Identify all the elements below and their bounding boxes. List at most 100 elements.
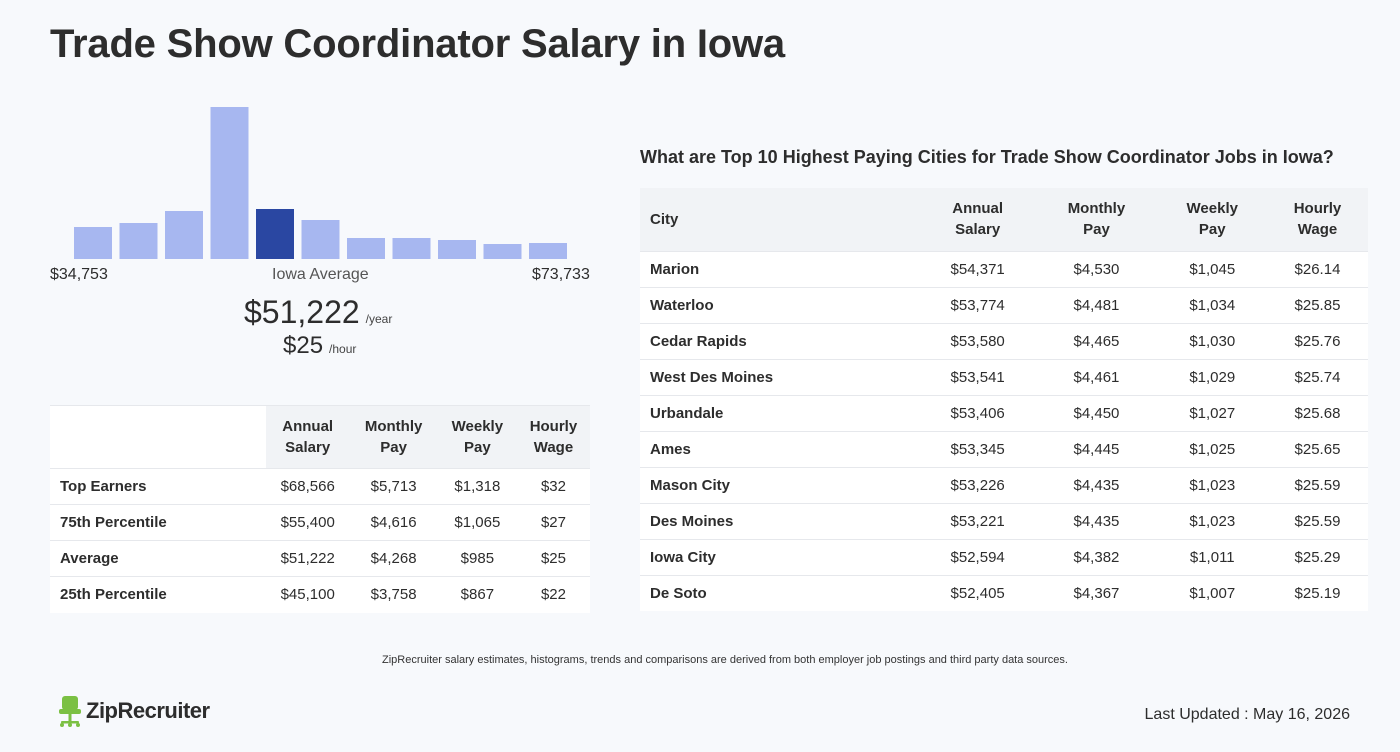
hourly-cell: $32: [540, 478, 566, 495]
histogram-bar: [438, 240, 476, 259]
page-title: Trade Show Coordinator Salary in Iowa: [50, 22, 785, 66]
weekly-cell: $1,065: [454, 514, 501, 531]
annual-cell: $53,221: [950, 512, 1005, 530]
annual-cell: $54,371: [950, 260, 1005, 278]
table-row: Marion $54,371 $4,530 $1,045 $26.14: [640, 251, 1368, 287]
hourly-cell: $25: [540, 550, 566, 567]
chair-icon: [59, 696, 81, 727]
monthly-cell: $4,461: [1073, 368, 1120, 386]
monthly-cell: $4,382: [1073, 548, 1120, 566]
cities-header-hourly: Hourly Wage: [1293, 200, 1342, 239]
cities-header-monthly: Monthly Pay: [1067, 200, 1126, 239]
table-row: 75th Percentile $55,400 $4,616 $1,065 $2…: [50, 504, 590, 541]
table-row: Des Moines $53,221 $4,435 $1,023 $25.59: [640, 503, 1368, 539]
cities-header-annual: Annual Salary: [952, 200, 1004, 239]
salary-histogram: [70, 100, 570, 260]
histogram-max-label: $73,733: [532, 266, 590, 283]
percentile-header-monthly: Monthly Pay: [349, 405, 438, 469]
annual-cell: $52,405: [950, 584, 1005, 602]
city-name: Marion: [650, 260, 700, 278]
city-name: Cedar Rapids: [650, 332, 747, 350]
average-yearly: $51,222/year: [244, 294, 392, 331]
hourly-cell: $26.14: [1294, 260, 1341, 278]
table-row: Ames $53,345 $4,445 $1,025 $25.65: [640, 431, 1368, 467]
city-name: Iowa City: [650, 548, 716, 566]
average-hourly-unit: /hour: [329, 342, 357, 356]
table-row: Cedar Rapids $53,580 $4,465 $1,030 $25.76: [640, 323, 1368, 359]
table-row: Top Earners $68,566 $5,713 $1,318 $32: [50, 468, 590, 505]
city-name: Ames: [650, 440, 691, 458]
annual-cell: $52,594: [950, 548, 1005, 566]
hourly-cell: $25.29: [1294, 548, 1341, 566]
annual-cell: $68,566: [280, 478, 335, 495]
monthly-cell: $4,450: [1073, 404, 1120, 422]
city-name: Des Moines: [650, 512, 734, 530]
annual-cell: $53,580: [950, 332, 1005, 350]
percentile-header-blank: [50, 405, 266, 469]
histogram-bar: [74, 227, 112, 259]
weekly-cell: $1,045: [1189, 260, 1236, 278]
cities-header-weekly: Weekly Pay: [1186, 200, 1238, 239]
annual-cell: $53,345: [950, 440, 1005, 458]
row-label: 75th Percentile: [60, 514, 167, 531]
histogram-bar: [392, 238, 431, 259]
histogram-bar: [210, 107, 249, 259]
hourly-cell: $22: [540, 586, 566, 604]
table-row: De Soto $52,405 $4,367 $1,007 $25.19: [640, 575, 1368, 611]
average-yearly-value: $51,222: [244, 294, 360, 330]
histogram-chart: [74, 107, 567, 259]
weekly-cell: $1,023: [1189, 476, 1236, 494]
hourly-cell: $25.65: [1294, 440, 1341, 458]
monthly-cell: $4,435: [1073, 512, 1120, 530]
histogram-bar: [165, 211, 203, 259]
row-label: 25th Percentile: [60, 586, 167, 604]
monthly-cell: $4,481: [1073, 296, 1120, 314]
weekly-cell: $1,007: [1189, 584, 1236, 602]
ziprecruiter-logo[interactable]: ZipRecruiter: [58, 694, 210, 728]
hourly-cell: $25.85: [1294, 296, 1341, 314]
weekly-cell: $985: [460, 550, 495, 567]
city-name: West Des Moines: [650, 368, 774, 386]
row-label: Top Earners: [60, 478, 147, 495]
weekly-cell: $867: [460, 586, 495, 604]
monthly-cell: $4,530: [1073, 260, 1120, 278]
monthly-cell: $4,367: [1073, 584, 1120, 602]
table-row: Mason City $53,226 $4,435 $1,023 $25.59: [640, 467, 1368, 503]
weekly-cell: $1,030: [1189, 332, 1236, 350]
histogram-bar: [483, 244, 522, 259]
weekly-cell: $1,318: [454, 478, 501, 495]
cities-table: City Annual Salary Monthly Pay Weekly Pay H…: [640, 188, 1368, 611]
monthly-cell: $4,465: [1073, 332, 1120, 350]
table-row: Iowa City $52,594 $4,382 $1,011 $25.29: [640, 539, 1368, 575]
cities-header-city: City: [650, 210, 679, 228]
monthly-cell: $4,435: [1073, 476, 1120, 494]
table-row: Waterloo $53,774 $4,481 $1,034 $25.85: [640, 287, 1368, 323]
disclaimer-text: ZipRecruiter salary estimates, histogram…: [382, 654, 1068, 666]
annual-cell: $53,226: [950, 476, 1005, 494]
city-name: Mason City: [650, 476, 731, 494]
histogram-min-label: $34,753: [50, 266, 108, 283]
city-name: Urbandale: [650, 404, 724, 422]
last-updated: Last Updated : May 16, 2026: [1144, 706, 1350, 723]
weekly-cell: $1,027: [1189, 404, 1236, 422]
row-label: Average: [60, 550, 119, 567]
table-row: Average $51,222 $4,268 $985 $25: [50, 540, 590, 577]
histogram-bar: [301, 220, 340, 259]
percentile-table-header: Annual Salary Monthly Pay Weekly Pay Hourly…: [50, 405, 590, 469]
annual-cell: $55,400: [280, 514, 335, 531]
logo-text: ZipRecruiter: [86, 698, 210, 723]
average-hourly: $25/hour: [283, 332, 356, 360]
percentile-header-hourly: Hourly Wage: [516, 405, 590, 469]
histogram-bar: [529, 243, 567, 259]
histogram-average-label: Iowa Average: [272, 266, 369, 283]
annual-cell: $51,222: [280, 550, 335, 567]
hourly-cell: $25.68: [1294, 404, 1341, 422]
percentile-table: Annual Salary Monthly Pay Weekly Pay Hourly…: [50, 405, 590, 613]
weekly-cell: $1,029: [1189, 368, 1236, 386]
histogram-bar: [347, 238, 385, 259]
hourly-cell: $25.59: [1294, 476, 1341, 494]
cities-table-header: City Annual Salary Monthly Pay Weekly Pay H…: [640, 188, 1368, 251]
monthly-cell: $4,445: [1073, 440, 1120, 458]
monthly-cell: $4,616: [370, 514, 417, 531]
weekly-cell: $1,011: [1189, 548, 1235, 566]
